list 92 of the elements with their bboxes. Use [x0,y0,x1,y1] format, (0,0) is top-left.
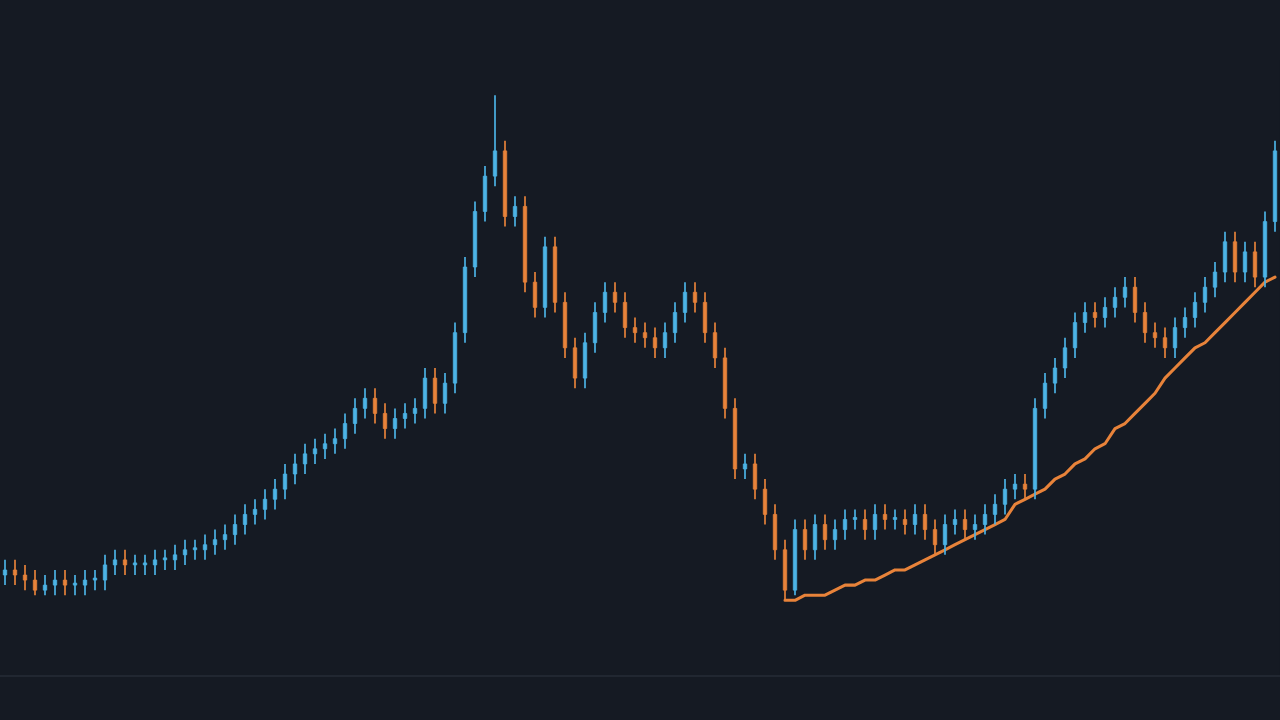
candlestick [1142,301,1148,344]
candlestick [262,488,268,521]
candlestick [1172,316,1178,359]
candlestick [1192,291,1198,329]
candlestick [652,326,658,359]
candlestick [1162,326,1168,359]
candlestick [912,503,918,536]
candlestick [112,548,118,576]
candlestick [892,508,898,531]
candlestick [232,513,238,546]
candlestick [1062,336,1068,379]
candlestick [512,195,518,228]
candlestick [922,503,928,541]
candlestick [962,508,968,541]
candlestick [662,321,668,359]
candlestick [1212,261,1218,299]
candlestick [982,503,988,536]
candlestick [32,569,38,597]
candlestick [442,372,448,415]
candlestick [402,402,408,430]
candlestick [352,397,358,435]
candlestick [72,574,78,597]
candlestick [832,518,838,551]
candlestick [162,548,168,571]
candlestick [822,513,828,551]
candlestick [242,503,248,536]
candlestick [62,569,68,597]
candlestick [1182,306,1188,339]
candlestick [1102,296,1108,329]
candlestick [42,574,48,597]
candlestick [12,559,18,586]
candlestick [292,453,298,485]
candlestick [322,432,328,460]
candlestick [1012,473,1018,501]
candlestick [972,513,978,541]
candlestick [852,508,858,531]
candlestick [902,508,908,536]
candlestick [1112,286,1118,319]
candlestick [222,523,228,551]
candlestick [992,493,998,526]
candlestick [82,569,88,597]
candlestick [1092,301,1098,329]
candlestick [952,508,958,536]
candlestick [362,387,368,420]
candlestick [382,402,388,440]
candlestick [192,538,198,561]
candlestick [22,564,28,591]
candlestick [392,407,398,440]
candlestick [182,538,188,566]
candlestick [672,301,678,344]
candlestick [872,503,878,541]
candlestick [1202,276,1208,314]
candlestick [602,281,608,324]
candlestick [1022,473,1028,501]
candlestick [862,508,868,541]
candlestick [272,478,278,511]
candlestick [612,281,618,314]
candlestick [692,281,698,314]
candlestick [52,569,58,597]
candlestick [212,528,218,556]
candlestick [142,553,148,576]
candlestick [312,437,318,465]
candlestick [302,442,308,475]
candlestick [252,498,258,526]
candlestick [1152,321,1158,349]
candlestick [2,559,8,586]
candlestick [332,427,338,455]
candlestick [682,281,688,324]
candlestick [152,548,158,576]
candlestick [882,503,888,531]
candlestick [942,513,948,556]
candlestick [342,412,348,450]
candlestick [122,548,128,576]
candlestick [102,553,108,591]
candlestick [802,518,808,561]
candlestick [92,569,98,591]
candlestick [372,387,378,425]
candlestick [282,463,288,501]
candlestick [412,397,418,425]
candlestick [1122,276,1128,309]
candlestick [642,321,648,349]
candlestick [932,518,938,556]
candlestick [742,453,748,480]
candlestick [1052,357,1058,395]
candlestick [1002,478,1008,516]
candlestick [632,316,638,344]
candlestick [172,543,178,571]
candlestick [842,508,848,541]
candlestick [132,553,138,576]
candlestick [202,533,208,561]
candlestick [1242,240,1248,283]
candlestick [1082,301,1088,334]
